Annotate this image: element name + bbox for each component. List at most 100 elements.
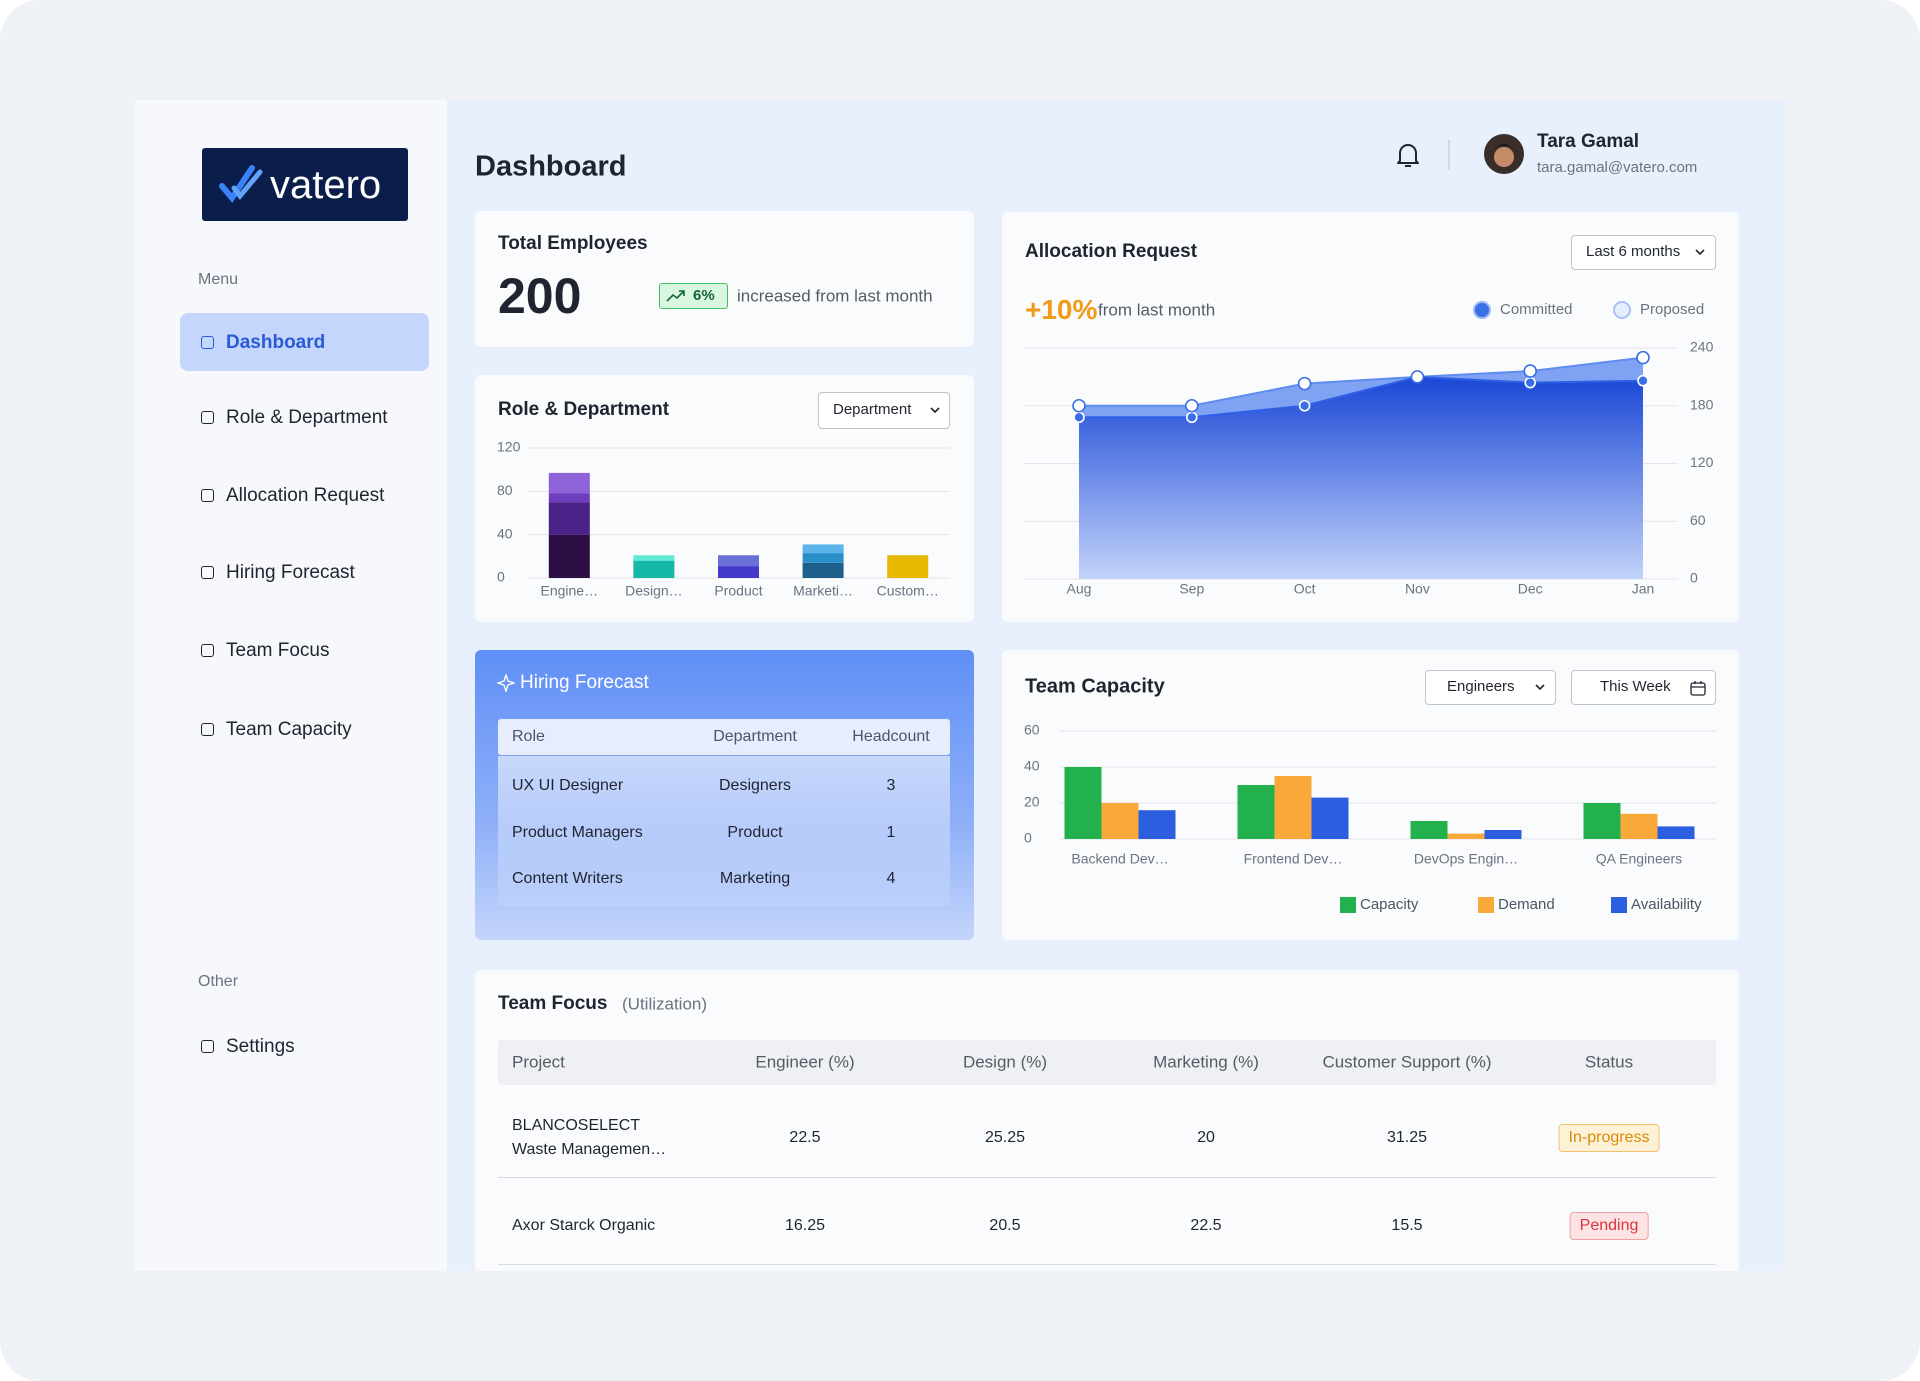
team-filter[interactable] <box>1425 670 1556 705</box>
table-cell: Product <box>727 824 783 841</box>
menu-item[interactable]: Allocation Request <box>226 485 385 506</box>
line <box>1079 356 1644 407</box>
kpi-value: 200 <box>498 268 582 324</box>
sidebar <box>135 100 447 1271</box>
y-tick-label: 0 <box>1690 570 1698 586</box>
bar <box>1101 803 1139 839</box>
focus-header-row <box>498 1040 1716 1085</box>
filter-label[interactable]: Last 6 months <box>1586 243 1681 260</box>
point <box>1636 350 1650 365</box>
table-cell: 3 <box>886 777 896 794</box>
column-header: Design (%) <box>962 1052 1048 1072</box>
card-title: Allocation Request <box>1025 241 1198 262</box>
legend-label: Proposed <box>1640 301 1704 318</box>
project-name: BLANCOSELECT Waste Managemen… <box>512 1117 667 1158</box>
x-tick-label: Design… <box>625 583 683 599</box>
column-header: Department <box>713 728 797 745</box>
menu-icon <box>201 1040 214 1053</box>
legend-label: Demand <box>1498 896 1555 913</box>
bar <box>1138 810 1176 839</box>
change-caption: from last month <box>1098 300 1216 320</box>
bar <box>1311 797 1349 839</box>
bar <box>1274 776 1312 839</box>
y-tick-label: 0 <box>1024 830 1032 846</box>
legend-label: Committed <box>1500 301 1573 318</box>
x-tick-label: Backend Dev… <box>1071 851 1168 867</box>
bar-segment <box>548 534 590 578</box>
line <box>1079 375 1644 419</box>
menu-item[interactable]: Role & Department <box>226 407 388 428</box>
project-name: Axor Starck Organic <box>512 1217 656 1234</box>
point <box>1072 398 1086 413</box>
active-menu-bg[interactable] <box>180 313 429 371</box>
bell-icon[interactable] <box>1394 140 1422 170</box>
column-header: Role <box>512 728 545 745</box>
avatar[interactable] <box>1484 134 1524 174</box>
menu-item[interactable]: Team Capacity <box>226 719 352 740</box>
filter-label[interactable]: Engineers <box>1447 678 1515 695</box>
legend-label: Availability <box>1631 896 1702 913</box>
x-tick-label: Aug <box>1067 581 1092 597</box>
allocation-chart: 0 60 120 180 240 Aug Sep Oct Nov Dec Jan Committed P… <box>1024 301 1714 597</box>
legend-marker <box>1611 897 1627 913</box>
bar-segment <box>887 555 929 578</box>
week-filter[interactable] <box>1571 670 1716 705</box>
table-cell: 22.5 <box>1190 1217 1222 1234</box>
trend-icon <box>666 290 685 302</box>
point <box>1297 376 1312 391</box>
filter-label[interactable]: Department <box>833 401 912 418</box>
x-tick-label: Nov <box>1405 581 1430 597</box>
menu-icon <box>201 336 214 349</box>
bar-segment <box>633 560 675 578</box>
legend-label: Capacity <box>1360 896 1419 913</box>
sparkle-icon <box>497 674 515 692</box>
menu-item[interactable]: Team Focus <box>226 640 330 661</box>
bar <box>1657 826 1695 839</box>
role-chart: 0 40 80 120 Engine… Design… Product Marketi… Cus… <box>497 439 950 599</box>
legend-marker <box>1340 897 1356 913</box>
filter-label[interactable]: This Week <box>1600 678 1671 695</box>
change-badge <box>659 283 728 309</box>
table-cell: 16.25 <box>784 1217 826 1234</box>
table-cell: 25.25 <box>984 1129 1026 1146</box>
bar-segment <box>802 562 844 578</box>
change-value: +10% <box>1025 294 1098 325</box>
change-text: 6% <box>693 287 715 304</box>
bar <box>1620 813 1658 839</box>
bar <box>1410 821 1448 839</box>
x-tick-label: Sep <box>1179 581 1204 597</box>
period-filter[interactable] <box>1571 235 1716 270</box>
y-tick-label: 40 <box>1024 758 1040 774</box>
bar <box>1064 767 1102 839</box>
x-tick-label: Dec <box>1518 581 1543 597</box>
department-filter[interactable] <box>818 392 950 429</box>
chevron <box>1535 684 1545 691</box>
column-header: Customer Support (%) <box>1322 1052 1492 1072</box>
user-email: tara.gamal@vatero.com <box>1537 159 1698 176</box>
calendar-icon <box>1690 681 1706 696</box>
menu-label: Menu <box>198 271 239 288</box>
legend-marker <box>1613 301 1631 319</box>
x-tick-label: Frontend Dev… <box>1244 851 1343 867</box>
table-cell: 20 <box>1197 1129 1215 1146</box>
table-cell: Designers <box>718 777 792 794</box>
page-title: Dashboard <box>475 150 627 183</box>
menu-item[interactable]: Hiring Forecast <box>226 562 355 583</box>
card-title: Team Focus <box>498 993 608 1014</box>
card-title: Total Employees <box>498 233 648 254</box>
table-cell: 31.25 <box>1386 1129 1428 1146</box>
menu-item[interactable]: Dashboard <box>226 332 326 353</box>
row-separator <box>498 1177 1716 1178</box>
logo-icon <box>219 165 263 204</box>
column-header: Project <box>512 1052 565 1072</box>
column-header: Marketing (%) <box>1153 1052 1259 1072</box>
card-title: Team Capacity <box>1025 675 1165 698</box>
point <box>1524 376 1536 389</box>
hiring-rows-bg <box>498 756 950 906</box>
menu-item[interactable]: Settings <box>226 1036 295 1057</box>
y-tick-label: 240 <box>1690 339 1714 355</box>
team-focus-card <box>475 970 1739 1271</box>
x-tick-label: DevOps Engin… <box>1414 851 1518 867</box>
column-header: Status <box>1584 1052 1634 1072</box>
logo-text: vatero <box>270 163 382 207</box>
